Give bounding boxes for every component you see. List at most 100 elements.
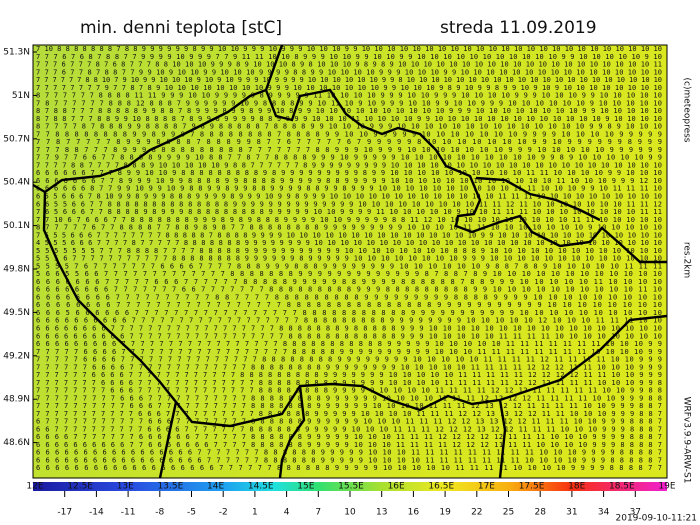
colorbar-tick-label: 19 [439,508,451,518]
colorbar-tick-label: 28 [534,508,546,518]
value-row: 6 7 7 7 7 7 7 7 7 7 7 7 6 6 6 7 7 7 7 7 … [36,418,662,426]
border-line [278,385,306,479]
value-row: 6 5 5 6 6 6 7 8 10 9 9 8 9 9 9 8 8 8 9 9… [36,193,662,201]
longitude-label: 19E [658,482,675,492]
colorbar-tick-label: 7 [315,508,321,518]
value-row: 7 7 7 8 8 7 7 7 8 9 9 9 8 8 8 8 8 8 8 8 … [36,146,662,154]
border-line [32,88,667,264]
border-line [42,191,668,428]
border-line [158,401,178,479]
value-row: 8 7 7 7 7 7 7 8 8 8 8 11 11 9 9 9 10 10 … [36,92,662,100]
value-row: 7 7 7 6 7 6 8 7 8 8 7 7 9 9 9 9 10 9 9 9… [36,53,662,61]
longitude-label: 17.5E [519,482,545,492]
value-row: 8 7 8 8 7 7 7 8 8 9 9 10 8 8 8 8 7 8 9 9… [36,115,662,123]
value-row: 7 7 9 7 7 6 6 7 7 8 8 8 8 9 9 9 9 10 8 8… [36,154,662,162]
timestamp: 2019-09-10-11:21 [616,514,698,524]
value-row: 6 6 6 6 6 6 7 7 7 8 9 9 10 10 9 8 8 8 8 … [36,169,662,177]
latitude-label: 48.6N [3,438,30,448]
value-row: 6 6 6 6 6 6 6 6 6 6 7 7 6 6 6 6 6 6 6 7 … [36,441,662,449]
value-row: 8 7 7 7 7 8 7 8 8 8 9 9 8 8 8 8 7 9 8 9 … [36,123,662,131]
value-row: 6 6 6 6 6 6 6 6 7 7 7 7 7 7 7 6 6 7 7 7 … [36,286,662,294]
value-row: 7 7 7 7 7 6 6 6 6 7 7 7 7 7 7 7 7 7 7 7 … [36,356,662,364]
longitude-label: 18.5E [609,482,635,492]
value-row: 6 6 6 6 6 6 6 6 6 6 6 6 6 6 6 6 6 7 7 7 … [36,449,662,457]
value-row: 6 6 6 6 6 6 6 6 6 6 7 7 7 7 7 7 7 7 7 7 … [36,317,662,325]
colorbar-tick-label: 22 [471,508,482,518]
value-row: 5 5 5 5 7 6 7 7 7 7 7 7 7 6 6 6 6 7 7 7 … [36,262,662,270]
value-row: 6 6 6 6 6 6 6 7 7 8 9 9 9 10 9 9 8 8 8 8… [36,177,662,185]
latitude-label: 49.8N [3,265,30,275]
longitude-label: 17E [478,482,495,492]
value-row: 7 10 8 8 8 8 8 8 8 7 8 8 9 9 9 9 9 9 8 9… [36,45,662,53]
value-row: 7 7 7 7 7 7 7 7 7 7 7 6 6 6 7 7 7 7 7 7 … [36,410,662,418]
colorbar-tick-label: 37 [630,508,641,518]
longitude-label: 14E [207,482,224,492]
latitude-label: 49.5N [3,308,30,318]
longitude-label: 12E [26,482,43,492]
value-row: 6 6 6 6 6 6 6 6 6 6 6 6 6 6 6 6 6 6 7 7 … [36,456,662,464]
value-row: 4 5 5 5 6 6 6 7 7 7 7 8 7 7 7 7 7 8 8 8 … [36,239,662,247]
value-row: 7 7 7 7 7 7 7 7 6 6 6 7 7 7 7 7 7 7 7 7 … [36,387,662,395]
map-title: min. denni teplota [stC] [80,18,282,38]
value-row: 7 7 7 7 7 7 6 6 6 6 7 7 7 7 7 7 7 7 7 7 … [36,371,662,379]
colorbar-tick-label: 1 [252,508,258,518]
colorbar-tick-label: -8 [155,508,164,518]
latitude-label: 51.3N [3,48,30,58]
value-row: 8 7 7 7 7 7 6 7 7 8 8 8 8 7 7 8 8 9 8 9 … [36,224,662,232]
colorbar-tick-label: 34 [598,508,610,518]
longitude-label: 16E [388,482,405,492]
border-line [475,176,601,222]
latitude-label: 49.2N [3,351,30,361]
colorbar-tick-label: 10 [344,508,356,518]
latitude-label: 50.7N [3,134,30,144]
value-row: 6 6 6 6 6 6 6 6 6 7 7 7 7 7 7 7 7 7 7 7 … [36,340,662,348]
value-row: 7 7 7 7 7 7 7 7 7 7 6 6 6 7 7 7 7 7 7 7 … [36,402,662,410]
value-row: 6 6 5 5 6 6 7 7 8 8 8 8 8 8 8 8 8 8 8 8 … [36,200,662,208]
value-row: 6 6 6 6 6 6 6 6 7 7 7 7 7 7 7 7 7 7 7 7 … [36,324,662,332]
value-row: 6 6 6 5 6 6 6 6 6 6 7 7 7 7 7 7 7 7 7 7 … [36,309,662,317]
longitude-label: 14.5E [248,482,274,492]
value-row: 7 7 7 7 7 7 7 7 9 7 7 8 7 8 9 10 10 10 1… [36,84,662,92]
value-row: 6 6 6 6 6 6 6 6 6 6 7 7 7 7 7 7 7 7 7 7 … [36,332,662,340]
value-row: 6 6 6 6 6 6 6 6 6 6 6 6 6 6 6 6 6 6 6 7 … [36,464,662,472]
colorbar-tick-label: -17 [57,508,72,518]
map-frame [32,44,668,479]
value-row: 5 6 6 5 5 6 6 7 7 7 7 7 7 7 7 7 7 7 7 7 … [36,270,662,278]
latitude-label: 51N [12,91,30,101]
value-row: 7 6 5 6 6 6 7 7 8 8 8 8 9 8 9 9 9 8 8 8 … [36,208,662,216]
longitude-label: 16.5E [428,482,454,492]
latitude-label: 48.9N [3,395,30,405]
value-row: 6 6 6 6 6 6 8 7 7 9 9 10 9 9 10 9 8 8 9 … [36,185,662,193]
latitude-label: 50.1N [3,221,30,231]
longitude-label: 12.5E [67,482,93,492]
borders [32,44,668,479]
value-row: 7 7 7 7 7 6 6 6 6 7 7 7 7 7 7 7 7 7 7 7 … [36,348,662,356]
longitude-label: 15.5E [338,482,364,492]
colorbar-tick-label: 25 [503,508,514,518]
longitude-label: 15E [297,482,314,492]
colorbar-tick-label: -11 [121,508,136,518]
longitude-label: 18E [568,482,585,492]
value-row: 7 7 7 7 7 7 8 8 10 7 9 10 9 9 10 10 10 9… [36,76,662,84]
colorbar-tick-label: 31 [566,508,577,518]
value-row: 7 8 7 7 7 7 7 7 8 8 8 12 8 8 8 7 9 9 9 9… [36,99,662,107]
model: WRFv3.9.9-ARW-S1 [682,397,692,484]
value-row: 5 5 5 5 5 5 5 7 7 7 8 8 8 8 7 7 7 7 8 8 … [36,247,662,255]
value-row: 7 7 8 7 7 7 7 7 8 9 9 9 8 8 8 8 7 8 8 8 … [36,138,662,146]
value-row: 8 7 8 8 7 7 7 8 8 8 8 8 9 9 8 8 7 8 9 9 … [36,107,662,115]
longitude-label: 13.5E [158,482,184,492]
colorbar-tick-label: 16 [408,508,420,518]
value-row: 6 6 6 6 6 6 6 6 7 7 7 7 7 7 7 7 7 7 8 8 … [36,293,662,301]
value-row: 5 5 5 6 7 7 7 7 7 7 7 7 7 7 7 8 8 8 8 8 … [36,255,662,263]
value-row: 6 6 6 6 7 7 7 7 7 7 7 6 6 6 6 6 6 7 7 7 … [36,433,662,441]
value-row: 7 7 7 6 7 7 7 8 7 6 8 7 7 7 8 8 10 10 10… [36,61,662,69]
colorbar-tick-label: -14 [89,508,104,518]
value-row: 6 6 6 6 6 6 6 7 7 7 7 7 6 6 6 7 7 7 7 7 … [36,278,662,286]
value-row: 6 6 7 7 7 7 7 7 7 7 7 7 6 6 6 6 7 7 7 7 … [36,425,662,433]
value-grid: 7 10 8 8 8 8 8 8 8 7 8 8 9 9 9 9 9 9 8 9… [36,45,662,472]
longitude-label: 13E [117,482,134,492]
map-date: streda 11.09.2019 [440,18,597,38]
value-row: 7 7 10 6 7 6 6 6 7 7 8 8 8 8 8 8 8 9 9 9… [36,216,662,224]
colorbar-tick-label: -5 [187,508,196,518]
